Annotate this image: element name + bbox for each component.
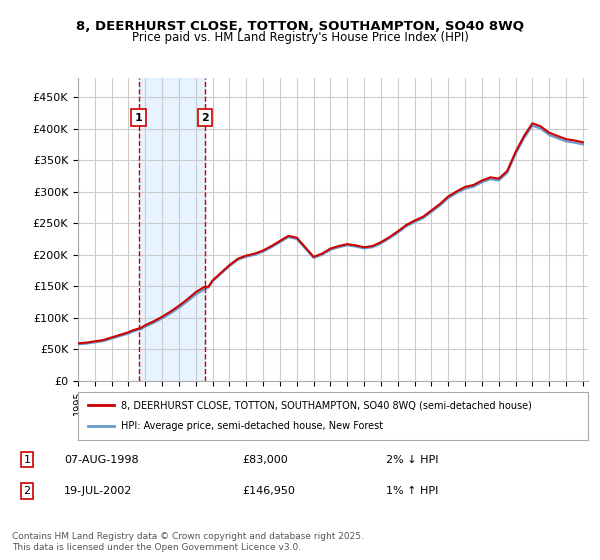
Text: 1: 1 — [23, 455, 31, 465]
Text: 07-AUG-1998: 07-AUG-1998 — [64, 455, 139, 465]
Text: 2: 2 — [23, 486, 31, 496]
Text: HPI: Average price, semi-detached house, New Forest: HPI: Average price, semi-detached house,… — [121, 421, 383, 431]
Text: £83,000: £83,000 — [242, 455, 288, 465]
Bar — [139, 78, 205, 381]
Text: 2: 2 — [201, 113, 209, 123]
Text: Contains HM Land Registry data © Crown copyright and database right 2025.
This d: Contains HM Land Registry data © Crown c… — [12, 532, 364, 552]
Text: 1% ↑ HPI: 1% ↑ HPI — [386, 486, 439, 496]
Text: 8, DEERHURST CLOSE, TOTTON, SOUTHAMPTON, SO40 8WQ: 8, DEERHURST CLOSE, TOTTON, SOUTHAMPTON,… — [76, 20, 524, 32]
Text: 1: 1 — [135, 113, 142, 123]
Text: £146,950: £146,950 — [242, 486, 295, 496]
Text: 8, DEERHURST CLOSE, TOTTON, SOUTHAMPTON, SO40 8WQ (semi-detached house): 8, DEERHURST CLOSE, TOTTON, SOUTHAMPTON,… — [121, 400, 532, 410]
Text: Price paid vs. HM Land Registry's House Price Index (HPI): Price paid vs. HM Land Registry's House … — [131, 31, 469, 44]
Text: 2% ↓ HPI: 2% ↓ HPI — [386, 455, 439, 465]
Text: 19-JUL-2002: 19-JUL-2002 — [64, 486, 132, 496]
